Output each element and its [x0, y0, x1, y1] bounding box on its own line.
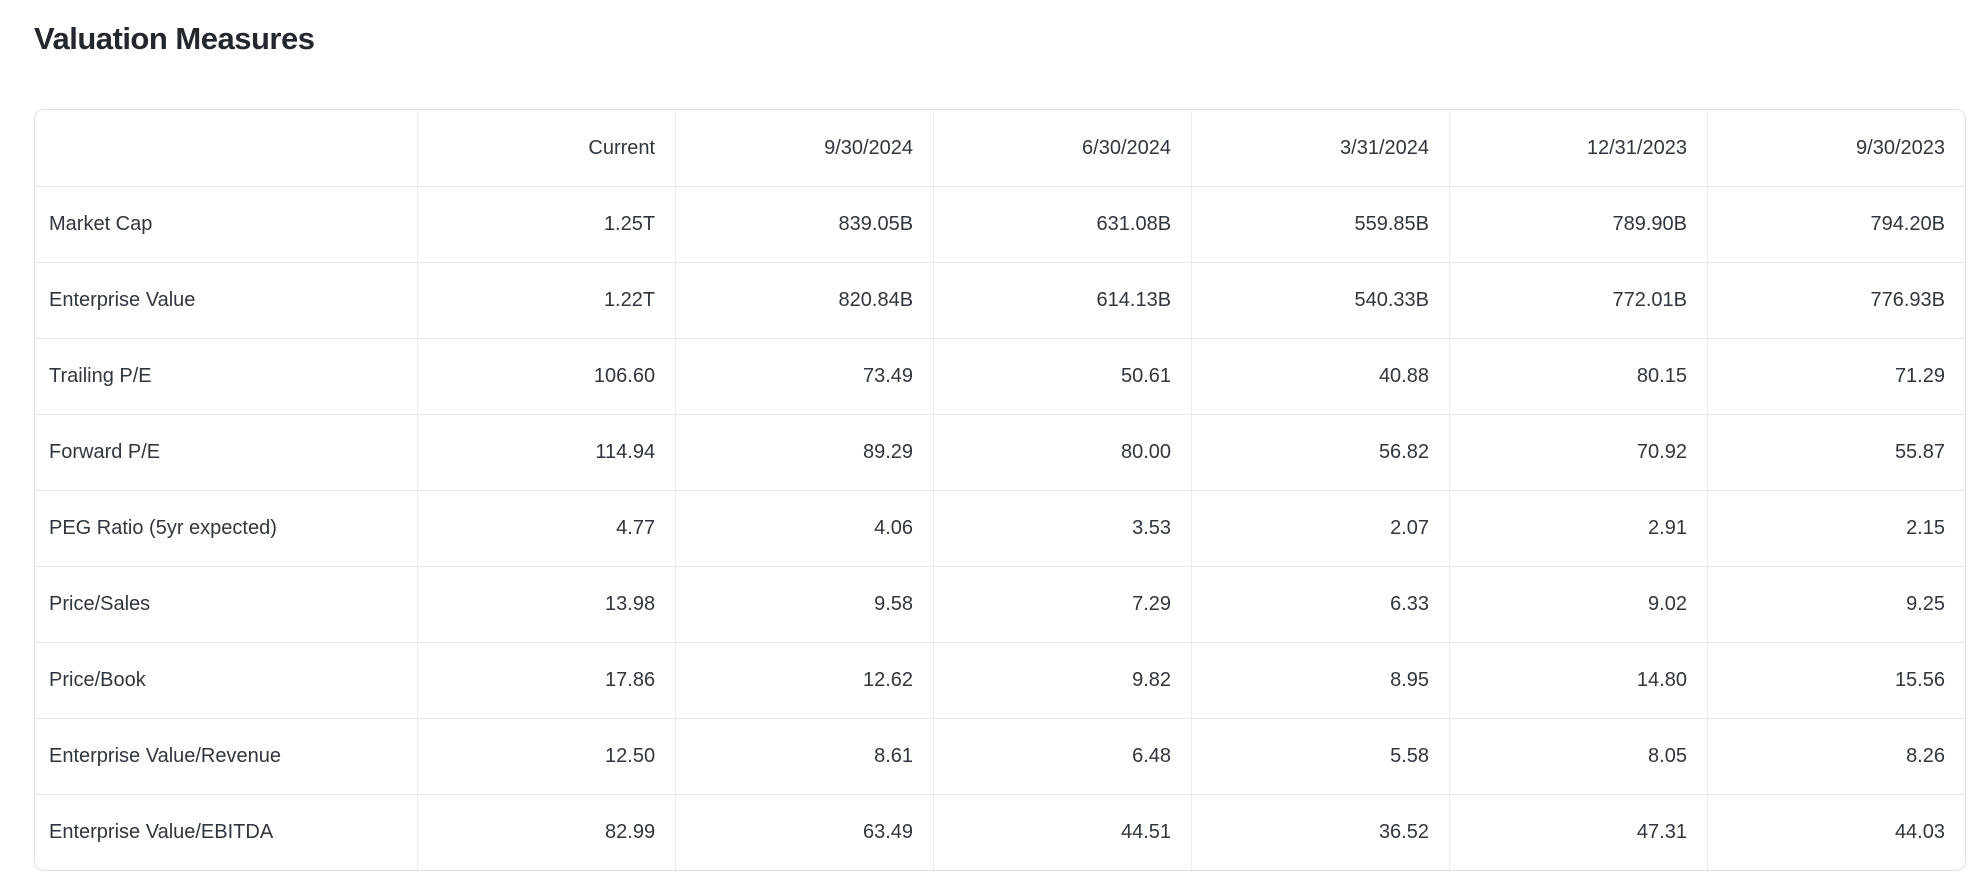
row-label: PEG Ratio (5yr expected): [35, 490, 418, 566]
row-label: Price/Sales: [35, 566, 418, 642]
cell-value: 5.58: [1191, 718, 1449, 794]
cell-value: 44.51: [933, 794, 1192, 870]
cell-value: 36.52: [1191, 794, 1449, 870]
cell-value: 47.31: [1449, 794, 1707, 870]
cell-value: 40.88: [1191, 338, 1449, 414]
column-header: 9/30/2024: [675, 110, 934, 186]
cell-value: 9.58: [675, 566, 934, 642]
cell-value: 12.62: [675, 642, 934, 718]
column-header: 9/30/2023: [1706, 110, 1965, 186]
cell-value: 2.07: [1191, 490, 1449, 566]
cell-value: 4.77: [417, 490, 676, 566]
valuation-measures-table: Current 9/30/2024 6/30/2024 3/31/2024 12/31/…: [34, 109, 1966, 871]
table-row: Market Cap 1.25T 839.05B 631.08B 559.85B 789.…: [35, 186, 1965, 262]
cell-value: 789.90B: [1449, 186, 1707, 262]
row-label: Enterprise Value/Revenue: [35, 718, 418, 794]
row-label: Forward P/E: [35, 414, 418, 490]
cell-value: 772.01B: [1449, 262, 1707, 338]
column-header-empty: [35, 110, 418, 186]
cell-value: 55.87: [1706, 414, 1965, 490]
cell-value: 14.80: [1449, 642, 1707, 718]
page-title: Valuation Measures: [34, 21, 315, 56]
cell-value: 114.94: [417, 414, 676, 490]
cell-value: 17.86: [417, 642, 676, 718]
cell-value: 1.25T: [417, 186, 676, 262]
column-header: 3/31/2024: [1191, 110, 1449, 186]
row-label: Enterprise Value/EBITDA: [35, 794, 418, 870]
table-row: Enterprise Value/Revenue 12.50 8.61 6.48 5.5…: [35, 718, 1965, 794]
cell-value: 70.92: [1449, 414, 1707, 490]
cell-value: 776.93B: [1706, 262, 1965, 338]
cell-value: 8.95: [1191, 642, 1449, 718]
cell-value: 9.82: [933, 642, 1192, 718]
cell-value: 8.61: [675, 718, 934, 794]
cell-value: 9.02: [1449, 566, 1707, 642]
cell-value: 15.56: [1706, 642, 1965, 718]
cell-value: 3.53: [933, 490, 1192, 566]
cell-value: 63.49: [675, 794, 934, 870]
table-row: PEG Ratio (5yr expected) 4.77 4.06 3.53 2.07…: [35, 490, 1965, 566]
row-label: Enterprise Value: [35, 262, 418, 338]
cell-value: 2.91: [1449, 490, 1707, 566]
cell-value: 44.03: [1706, 794, 1965, 870]
table-row: Trailing P/E 106.60 73.49 50.61 40.88 80.15 71…: [35, 338, 1965, 414]
cell-value: 80.00: [933, 414, 1192, 490]
cell-value: 73.49: [675, 338, 934, 414]
column-header: 6/30/2024: [933, 110, 1192, 186]
table-row: Forward P/E 114.94 89.29 80.00 56.82 70.92 55.…: [35, 414, 1965, 490]
cell-value: 6.33: [1191, 566, 1449, 642]
cell-value: 794.20B: [1706, 186, 1965, 262]
cell-value: 106.60: [417, 338, 676, 414]
row-label: Trailing P/E: [35, 338, 418, 414]
cell-value: 7.29: [933, 566, 1192, 642]
row-label: Market Cap: [35, 186, 418, 262]
table-header-row: Current 9/30/2024 6/30/2024 3/31/2024 12/31/…: [35, 110, 1965, 186]
cell-value: 8.26: [1706, 718, 1965, 794]
cell-value: 2.15: [1706, 490, 1965, 566]
cell-value: 1.22T: [417, 262, 676, 338]
cell-value: 80.15: [1449, 338, 1707, 414]
column-header: 12/31/2023: [1449, 110, 1707, 186]
cell-value: 13.98: [417, 566, 676, 642]
cell-value: 50.61: [933, 338, 1192, 414]
table-row: Enterprise Value 1.22T 820.84B 614.13B 540.3…: [35, 262, 1965, 338]
cell-value: 82.99: [417, 794, 676, 870]
table-row: Price/Book 17.86 12.62 9.82 8.95 14.80 15.56: [35, 642, 1965, 718]
cell-value: 614.13B: [933, 262, 1192, 338]
cell-value: 71.29: [1706, 338, 1965, 414]
column-header: Current: [417, 110, 676, 186]
cell-value: 631.08B: [933, 186, 1192, 262]
cell-value: 559.85B: [1191, 186, 1449, 262]
table-row: Price/Sales 13.98 9.58 7.29 6.33 9.02 9.25: [35, 566, 1965, 642]
cell-value: 9.25: [1706, 566, 1965, 642]
cell-value: 56.82: [1191, 414, 1449, 490]
cell-value: 540.33B: [1191, 262, 1449, 338]
cell-value: 12.50: [417, 718, 676, 794]
table-row: Enterprise Value/EBITDA 82.99 63.49 44.51 36…: [35, 794, 1965, 870]
cell-value: 839.05B: [675, 186, 934, 262]
cell-value: 6.48: [933, 718, 1192, 794]
cell-value: 89.29: [675, 414, 934, 490]
row-label: Price/Book: [35, 642, 418, 718]
cell-value: 820.84B: [675, 262, 934, 338]
cell-value: 4.06: [675, 490, 934, 566]
cell-value: 8.05: [1449, 718, 1707, 794]
valuation-table: Current 9/30/2024 6/30/2024 3/31/2024 12/31/…: [35, 110, 1965, 870]
